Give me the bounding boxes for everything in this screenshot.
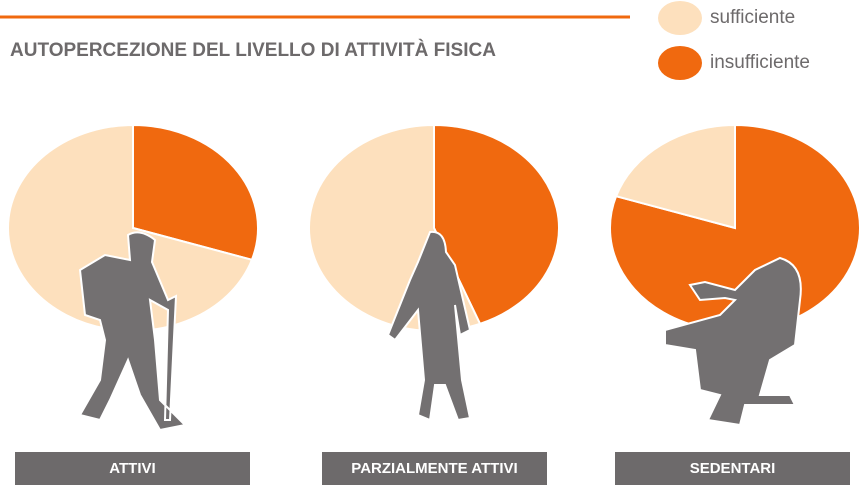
pie-slice (433, 123, 560, 325)
chart-label: ATTIVI (109, 460, 155, 477)
hiker-figure (78, 231, 188, 432)
label-bar (322, 452, 547, 485)
chart-label: PARZIALMENTE ATTIVI (351, 460, 517, 477)
chart-title: AUTOPERCEZIONE DEL LIVELLO DI ATTIVITÀ F… (10, 39, 496, 61)
legend-swatch (658, 46, 702, 80)
pie-slice (614, 123, 736, 230)
label-bar (615, 452, 850, 485)
figures (78, 230, 802, 432)
legend-label: sufficiente (710, 7, 795, 28)
legend-swatch (658, 1, 702, 35)
chart-label: SEDENTARI (690, 460, 776, 477)
pie-slice (7, 123, 254, 332)
pie-slice (132, 123, 259, 262)
labels: ATTIVI PARZIALMENTE ATTIVI SEDENTARI (15, 452, 850, 485)
legend-label: insufficiente (710, 52, 810, 73)
legend: sufficiente insufficiente (658, 1, 810, 80)
walker-figure (386, 230, 472, 422)
label-bar (15, 452, 250, 485)
sitting-figure (664, 256, 802, 427)
